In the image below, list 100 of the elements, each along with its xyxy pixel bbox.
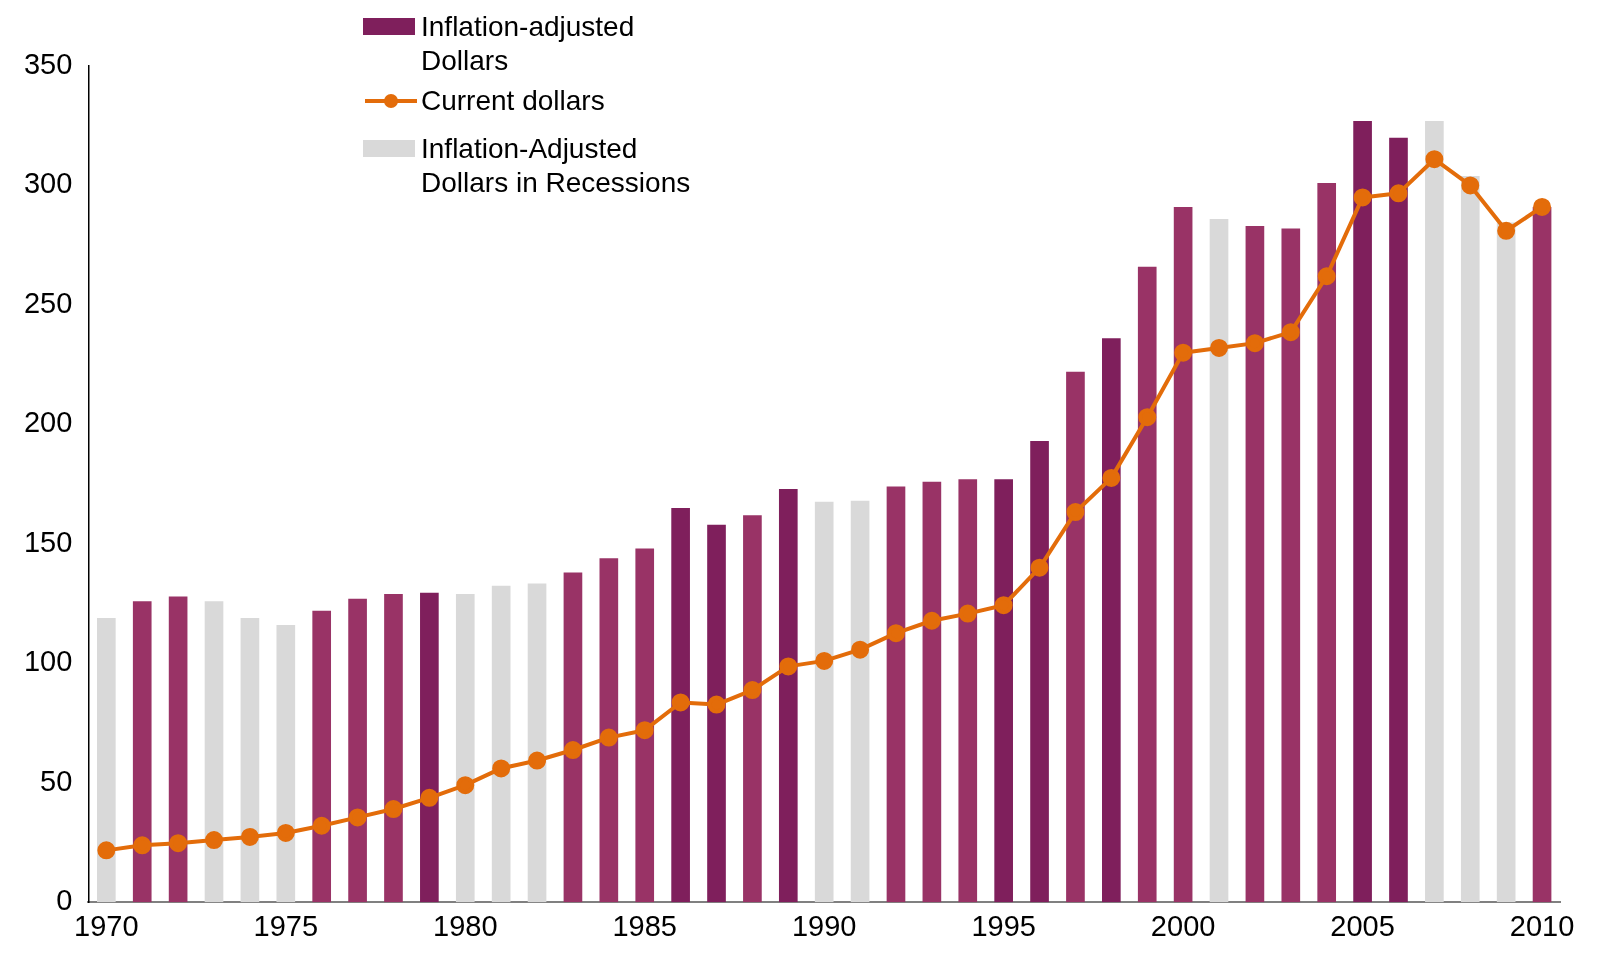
bar <box>455 594 475 903</box>
point <box>958 604 977 623</box>
point <box>779 657 798 676</box>
x-tick-label: 1970 <box>74 909 139 942</box>
point <box>1533 197 1552 216</box>
x-tick-label: 1980 <box>433 909 498 942</box>
point <box>1425 150 1444 169</box>
point <box>528 751 547 770</box>
x-tick-label: 2010 <box>1509 909 1575 942</box>
point <box>169 834 188 853</box>
point <box>886 624 905 643</box>
point <box>276 823 295 842</box>
bar <box>1137 266 1157 903</box>
legend-label: Current dollars <box>421 84 605 118</box>
point <box>1389 184 1408 203</box>
point <box>205 831 224 850</box>
bar <box>563 572 583 903</box>
bar <box>527 583 547 903</box>
point <box>994 596 1013 615</box>
bar <box>1102 338 1121 903</box>
point <box>1030 558 1049 577</box>
point <box>240 827 259 846</box>
bar <box>312 610 332 903</box>
bar <box>886 486 906 903</box>
point <box>312 816 331 835</box>
bar <box>204 601 224 903</box>
bar <box>420 592 439 903</box>
bar <box>491 585 511 903</box>
y-tick-label: 150 <box>23 525 73 558</box>
y-tick-label: 100 <box>23 645 73 678</box>
point <box>1174 343 1193 362</box>
point <box>1102 468 1121 487</box>
point <box>922 611 941 630</box>
point <box>384 800 403 819</box>
bar <box>168 596 188 903</box>
bar <box>1066 371 1085 903</box>
bar <box>97 617 116 903</box>
y-tick-label: 0 <box>56 884 73 917</box>
point <box>1138 408 1157 427</box>
point <box>348 808 367 827</box>
bar <box>1532 206 1552 903</box>
bar <box>1353 120 1372 903</box>
point <box>97 841 116 860</box>
bar <box>994 479 1013 903</box>
bar <box>240 617 260 903</box>
point <box>1317 267 1336 286</box>
bar <box>1281 228 1301 903</box>
bar <box>635 548 655 903</box>
bar <box>814 501 834 903</box>
x-tick-label: 2000 <box>1150 909 1216 942</box>
bar <box>1389 137 1408 903</box>
y-tick-label: 200 <box>23 406 73 439</box>
point <box>599 728 618 747</box>
bar <box>348 598 367 903</box>
bar <box>276 625 296 903</box>
point <box>1461 176 1480 195</box>
point <box>851 640 870 659</box>
bar <box>922 481 942 903</box>
point <box>1066 503 1085 522</box>
y-tick-label: 350 <box>23 48 73 80</box>
bar <box>707 524 726 903</box>
x-tick-label: 1995 <box>971 909 1036 942</box>
bar <box>1209 218 1229 903</box>
bar <box>778 488 798 903</box>
bar <box>671 507 690 903</box>
bar <box>1460 175 1480 903</box>
point <box>635 721 654 740</box>
bar <box>132 601 152 903</box>
point <box>1353 188 1372 207</box>
x-tick-label: 1975 <box>253 909 319 942</box>
bar <box>1317 183 1337 903</box>
bar <box>1245 226 1265 903</box>
point <box>815 651 834 670</box>
bar <box>743 515 762 903</box>
bar <box>1030 441 1049 903</box>
point <box>1245 334 1264 353</box>
point <box>133 836 152 855</box>
bar <box>599 558 619 903</box>
point <box>1210 338 1229 357</box>
y-tick-label: 300 <box>23 167 73 200</box>
bar <box>1425 120 1444 903</box>
legend-label: Inflation-adjusted Dollars <box>421 10 636 78</box>
point <box>1281 323 1300 342</box>
x-tick-label: 1990 <box>791 909 857 942</box>
point <box>743 681 762 700</box>
point <box>707 695 726 714</box>
y-tick-label: 250 <box>23 286 73 319</box>
bar <box>850 500 870 903</box>
point <box>671 693 690 712</box>
point <box>456 776 475 795</box>
bar <box>1496 222 1516 903</box>
bar <box>384 594 403 903</box>
bar <box>1173 206 1193 903</box>
y-tick-label: 50 <box>40 764 73 797</box>
point <box>1497 221 1516 240</box>
point <box>492 759 511 778</box>
point <box>420 788 439 807</box>
point <box>563 741 582 760</box>
x-tick-label: 2005 <box>1330 909 1395 942</box>
bar <box>958 479 978 903</box>
